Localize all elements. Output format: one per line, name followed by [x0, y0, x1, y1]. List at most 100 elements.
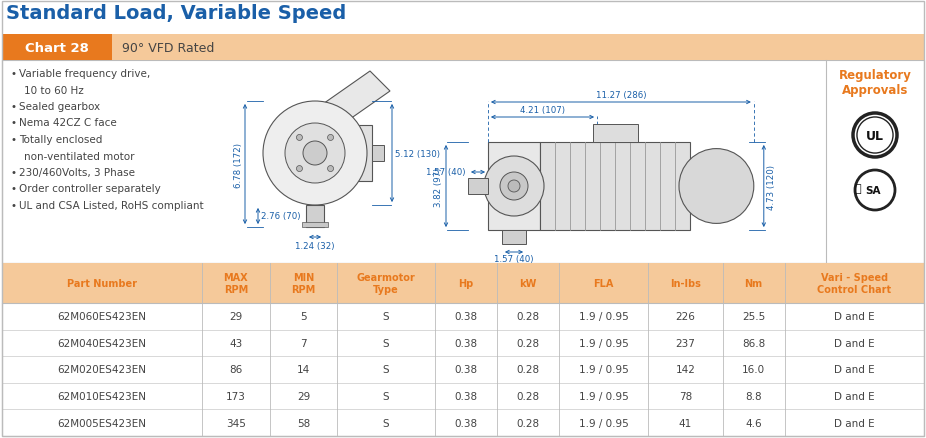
Text: Nema 42CZ C face: Nema 42CZ C face — [19, 118, 117, 128]
Bar — [2, 263, 924, 303]
Text: 86: 86 — [230, 365, 243, 374]
Text: D and E: D and E — [834, 391, 875, 401]
Text: ⃆: ⃆ — [855, 184, 861, 194]
Circle shape — [285, 124, 345, 184]
Text: S: S — [382, 418, 389, 428]
Text: 62M010ES423EN: 62M010ES423EN — [57, 391, 146, 401]
Text: 3.82 (97): 3.82 (97) — [434, 167, 443, 206]
Polygon shape — [320, 72, 390, 127]
Text: 4.6: 4.6 — [745, 418, 762, 428]
Text: 0.38: 0.38 — [454, 311, 477, 321]
Text: •: • — [10, 184, 16, 194]
Circle shape — [853, 114, 897, 158]
Text: UL: UL — [866, 129, 884, 142]
Text: Totally enclosed: Totally enclosed — [19, 135, 103, 145]
Bar — [340, 126, 372, 182]
Text: 90° VFD Rated: 90° VFD Rated — [122, 42, 215, 54]
Text: •: • — [10, 201, 16, 211]
Bar — [593, 125, 637, 143]
Text: SA: SA — [865, 186, 881, 195]
Text: 345: 345 — [226, 418, 245, 428]
Bar — [468, 179, 488, 194]
Text: S: S — [382, 391, 389, 401]
Text: Hp: Hp — [458, 279, 473, 288]
Text: 0.28: 0.28 — [517, 365, 540, 374]
Text: 0.28: 0.28 — [517, 338, 540, 348]
Text: 1.9 / 0.95: 1.9 / 0.95 — [579, 391, 629, 401]
Text: Sealed gearbox: Sealed gearbox — [19, 102, 100, 112]
Text: 4.21 (107): 4.21 (107) — [520, 106, 565, 115]
Text: 29: 29 — [297, 391, 310, 401]
Text: 62M005ES423EN: 62M005ES423EN — [57, 418, 146, 428]
Circle shape — [328, 166, 333, 172]
Text: 8.8: 8.8 — [745, 391, 762, 401]
Text: 1.57 (40): 1.57 (40) — [427, 168, 466, 177]
Text: 4.73 (120): 4.73 (120) — [767, 164, 776, 209]
Text: 2.76 (70): 2.76 (70) — [261, 212, 301, 221]
Bar — [540, 143, 690, 230]
Circle shape — [508, 180, 520, 193]
Text: 230/460Volts, 3 Phase: 230/460Volts, 3 Phase — [19, 168, 135, 177]
Text: Nm: Nm — [745, 279, 763, 288]
Text: Part Number: Part Number — [67, 279, 137, 288]
Bar — [2, 35, 112, 61]
Circle shape — [328, 135, 333, 141]
Text: •: • — [10, 102, 16, 112]
Text: •: • — [10, 69, 16, 79]
Text: 25.5: 25.5 — [742, 311, 765, 321]
Text: Standard Load, Variable Speed: Standard Load, Variable Speed — [6, 4, 346, 23]
Text: 78: 78 — [679, 391, 692, 401]
Text: In-lbs: In-lbs — [669, 279, 701, 288]
Text: D and E: D and E — [834, 418, 875, 428]
Text: 0.38: 0.38 — [454, 391, 477, 401]
Text: •: • — [10, 118, 16, 128]
Bar — [2, 61, 924, 263]
Bar — [302, 223, 328, 227]
Circle shape — [263, 102, 367, 205]
Text: Gearmotor
Type: Gearmotor Type — [357, 272, 416, 294]
Text: 1.24 (32): 1.24 (32) — [295, 241, 335, 251]
Text: S: S — [382, 365, 389, 374]
Text: 10 to 60 Hz: 10 to 60 Hz — [24, 85, 83, 95]
Circle shape — [500, 173, 528, 201]
Text: 58: 58 — [297, 418, 310, 428]
Text: •: • — [10, 168, 16, 177]
Text: S: S — [382, 311, 389, 321]
Text: D and E: D and E — [834, 311, 875, 321]
Text: 1.9 / 0.95: 1.9 / 0.95 — [579, 338, 629, 348]
Text: 6.78 (172): 6.78 (172) — [234, 142, 243, 187]
Text: MIN
RPM: MIN RPM — [292, 272, 316, 294]
Text: 14: 14 — [297, 365, 310, 374]
Text: 237: 237 — [675, 338, 695, 348]
Bar — [502, 230, 526, 244]
Bar — [488, 143, 540, 230]
Text: MAX
RPM: MAX RPM — [223, 272, 248, 294]
Circle shape — [679, 149, 754, 224]
Bar — [2, 35, 924, 61]
Text: Chart 28: Chart 28 — [25, 42, 89, 54]
Text: 62M040ES423EN: 62M040ES423EN — [57, 338, 146, 348]
Text: 11.27 (286): 11.27 (286) — [595, 91, 646, 100]
Circle shape — [296, 135, 303, 141]
Text: 5.12 (130): 5.12 (130) — [395, 149, 440, 158]
Text: 1.9 / 0.95: 1.9 / 0.95 — [579, 311, 629, 321]
Bar — [372, 146, 384, 162]
Text: UL and CSA Listed, RoHS compliant: UL and CSA Listed, RoHS compliant — [19, 201, 204, 211]
Text: Vari - Speed
Control Chart: Vari - Speed Control Chart — [818, 272, 892, 294]
Text: 0.28: 0.28 — [517, 311, 540, 321]
Bar — [2, 263, 924, 436]
Text: 0.28: 0.28 — [517, 418, 540, 428]
Text: Variable frequency drive,: Variable frequency drive, — [19, 69, 150, 79]
Text: 0.38: 0.38 — [454, 418, 477, 428]
Text: 0.38: 0.38 — [454, 365, 477, 374]
Circle shape — [296, 166, 303, 172]
Text: D and E: D and E — [834, 338, 875, 348]
Text: Order controller separately: Order controller separately — [19, 184, 161, 194]
Text: 86.8: 86.8 — [742, 338, 765, 348]
Text: 1.57 (40): 1.57 (40) — [494, 254, 533, 263]
Text: 142: 142 — [675, 365, 695, 374]
Text: 62M060ES423EN: 62M060ES423EN — [57, 311, 146, 321]
Circle shape — [484, 157, 544, 216]
Text: 29: 29 — [230, 311, 243, 321]
Bar — [306, 205, 324, 227]
